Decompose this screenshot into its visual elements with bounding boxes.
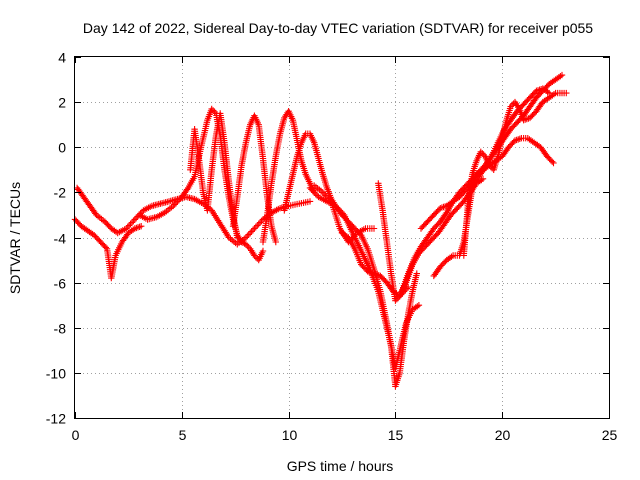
grid xyxy=(75,57,609,418)
data-point-marks xyxy=(311,182,378,246)
chart-title: Day 142 of 2022, Sidereal Day-to-day VTE… xyxy=(83,20,593,36)
y-tick-label: -4 xyxy=(54,231,67,247)
y-tick-label: 0 xyxy=(58,140,66,156)
series-satellite-track-10 xyxy=(311,182,378,246)
series-satellite-track-5 xyxy=(229,112,279,246)
y-tick-label: -8 xyxy=(54,321,67,337)
data-point-marks xyxy=(375,180,412,304)
data-point-marks xyxy=(460,89,570,259)
x-tick-label: 5 xyxy=(179,427,187,443)
x-tick-label: 0 xyxy=(72,427,80,443)
y-tick-label: 4 xyxy=(58,50,66,66)
data-point-marks xyxy=(187,110,241,241)
series-satellite-track-3 xyxy=(135,105,267,264)
y-tick-label: -6 xyxy=(54,276,67,292)
x-axis-label: GPS time / hours xyxy=(287,458,394,474)
y-tick-labels: -12 -10 -8 -6 -4 -2 0 2 4 xyxy=(46,50,66,427)
y-tick-label: 2 xyxy=(58,95,66,111)
y-tick-label: -2 xyxy=(54,185,67,201)
x-tick-label: 25 xyxy=(602,427,618,443)
series-satellite-track-11 xyxy=(375,180,412,304)
axis-ticks xyxy=(75,57,610,419)
y-tick-label: -10 xyxy=(46,366,66,382)
x-tick-label: 10 xyxy=(282,427,298,443)
data-marks xyxy=(71,71,570,390)
x-tick-label: 15 xyxy=(388,427,404,443)
series-satellite-track-4 xyxy=(187,110,241,241)
data-point-marks xyxy=(229,112,279,246)
plot-frame xyxy=(74,56,610,419)
series-satellite-track-15 xyxy=(460,89,570,259)
y-tick-label: -12 xyxy=(46,411,66,427)
x-tick-labels: 0 5 10 15 20 25 xyxy=(72,427,618,443)
y-axis-label: SDTVAR / TECUs xyxy=(7,182,23,294)
x-tick-label: 20 xyxy=(495,427,511,443)
data-point-marks xyxy=(135,105,267,264)
